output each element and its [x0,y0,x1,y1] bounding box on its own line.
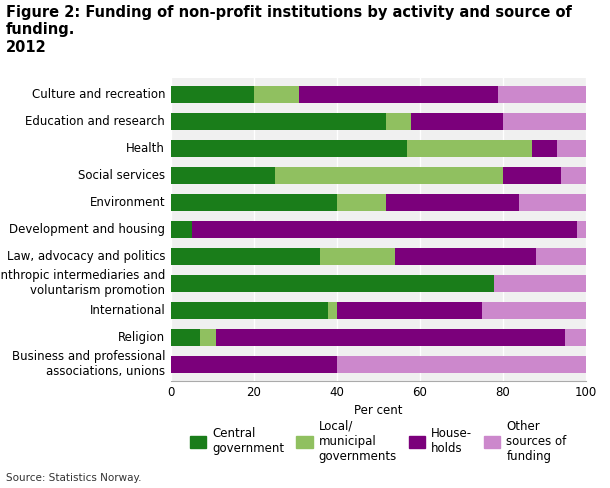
Bar [337,194,387,211]
Bar [171,356,337,373]
Bar [503,167,561,183]
Bar [217,329,565,346]
Bar [565,329,586,346]
X-axis label: Per cent: Per cent [354,404,403,417]
Bar [556,140,586,157]
Bar [274,167,503,183]
Bar [411,113,503,130]
Bar [171,113,387,130]
Bar [532,140,556,157]
Bar [519,194,586,211]
Legend: Central
government, Local/
municipal
governments, House-
holds, Other
sources of: Central government, Local/ municipal gov… [190,420,567,463]
Bar [254,86,300,102]
Bar [536,248,586,265]
Bar [387,113,411,130]
Bar [561,167,586,183]
Bar [320,248,395,265]
Bar [337,302,482,319]
Bar [171,167,274,183]
Bar [337,356,586,373]
Bar [494,275,586,292]
Bar [171,221,192,238]
Text: Source: Statistics Norway.: Source: Statistics Norway. [6,473,142,483]
Bar [171,86,254,102]
Bar [171,248,320,265]
Bar [171,329,200,346]
Bar [328,302,337,319]
Bar [387,194,519,211]
Bar [171,275,494,292]
Bar [171,140,407,157]
Bar [171,302,328,319]
Text: Figure 2: Funding of non-profit institutions by activity and source of funding.
: Figure 2: Funding of non-profit institut… [6,5,572,55]
Bar [577,221,586,238]
Bar [192,221,577,238]
Bar [200,329,217,346]
Bar [482,302,586,319]
Bar [171,194,337,211]
Bar [407,140,532,157]
Bar [503,113,586,130]
Bar [395,248,536,265]
Bar [300,86,498,102]
Bar [498,86,586,102]
